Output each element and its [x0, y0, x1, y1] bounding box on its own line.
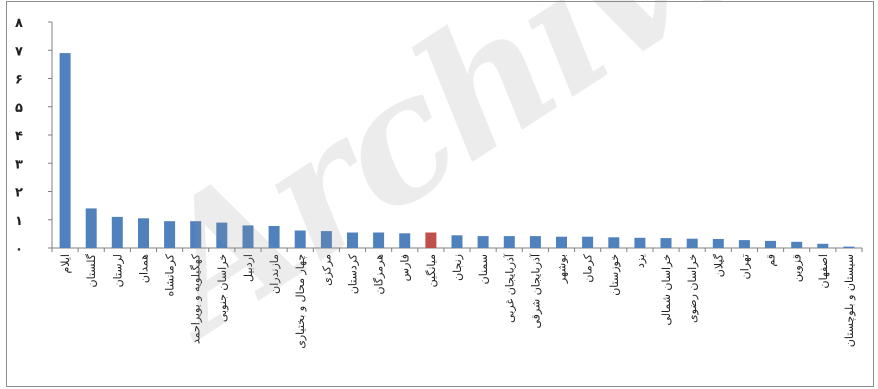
x-category-label: همدان [138, 254, 151, 283]
y-tick-labels: ۰ ۱ ۲ ۳ ۴ ۵ ۶ ۷ ۸ [15, 16, 23, 257]
x-category-label: آذربایجان شرقی [528, 253, 542, 328]
chart-frame [6, 1, 874, 387]
x-category-label: سیستان و بلوچستان [843, 254, 856, 347]
bar [268, 226, 280, 248]
x-category-label: کردستان [347, 253, 360, 294]
bar [765, 240, 776, 248]
bar [843, 246, 855, 248]
bar [347, 232, 358, 248]
bar [582, 236, 594, 248]
bar [738, 240, 750, 248]
bar [59, 53, 71, 248]
x-category-label: هرمزگان [373, 254, 386, 295]
chart-bars [59, 53, 855, 248]
x-category-label: خراسان رضوی [686, 254, 699, 323]
bar [373, 232, 385, 248]
bar [791, 241, 803, 248]
bar [529, 236, 541, 248]
y-tick-label: ۶ [15, 73, 23, 88]
bar [451, 235, 463, 248]
bar [660, 238, 672, 248]
bar [608, 237, 620, 248]
x-category-label: اردبیل [242, 254, 255, 282]
x-category-label: کهگیلویه و بویراحمد [190, 253, 203, 344]
x-category-label: خوزستان [608, 254, 621, 296]
x-category-label: خراسان جنوبی [216, 254, 229, 322]
bar [190, 221, 202, 248]
x-category-label: مرکزی [320, 254, 333, 286]
x-category-label: میانگین [425, 254, 438, 288]
y-tick-label: ۱ [15, 214, 23, 229]
bar [817, 243, 829, 248]
bar [85, 208, 97, 248]
x-category-label: کرمان [582, 253, 595, 282]
x-category-label: زنجان [451, 254, 464, 281]
bar [712, 239, 724, 248]
bar [686, 238, 698, 248]
y-tick-label: ۳ [15, 157, 23, 172]
bar [164, 221, 176, 248]
bar [399, 233, 411, 248]
y-tick-label: ۰ [15, 242, 23, 257]
y-tick-label: ۲ [15, 186, 23, 201]
x-category-label: ایلام [59, 254, 72, 274]
y-tick-label: ۵ [15, 101, 23, 116]
chart-axes [48, 21, 863, 252]
bar [634, 237, 646, 248]
x-category-label: قزوین [791, 254, 804, 282]
bar [503, 236, 515, 248]
bar [556, 236, 567, 248]
x-category-label: اصفهان [817, 254, 830, 288]
y-tick-label: ۸ [15, 16, 23, 31]
x-category-label: خراسان شمالی [660, 254, 673, 326]
y-tick-label: ۷ [15, 44, 23, 59]
x-category-label: چهار محال و بختیاری [294, 254, 307, 349]
x-category-label: بوشهر [556, 254, 569, 284]
bar [242, 225, 254, 248]
bar [111, 216, 123, 248]
x-category-label: قم [765, 254, 778, 267]
bar [138, 218, 149, 248]
x-category-label: تهران [738, 254, 751, 279]
bar [294, 230, 306, 248]
x-category-labels: ایلام گلستان لرستان همدان کرمانشاه کهگیلویه و… [59, 253, 856, 349]
x-category-label: کرمانشاه [164, 253, 177, 296]
x-category-label: یزد [634, 254, 647, 268]
x-category-label: لرستان [111, 254, 124, 287]
y-tick-label: ۴ [15, 129, 23, 144]
bar [425, 232, 437, 248]
x-category-label: گیلان [712, 253, 725, 277]
x-category-label: فارس [399, 254, 412, 281]
x-category-label: سمنان [477, 254, 490, 284]
x-category-label: گلستان [85, 253, 98, 287]
bar [477, 236, 489, 248]
x-category-label: آذربایجان غربی [502, 253, 516, 323]
x-category-label: مازندران [268, 254, 281, 294]
bar [320, 231, 332, 248]
bar [216, 222, 228, 248]
